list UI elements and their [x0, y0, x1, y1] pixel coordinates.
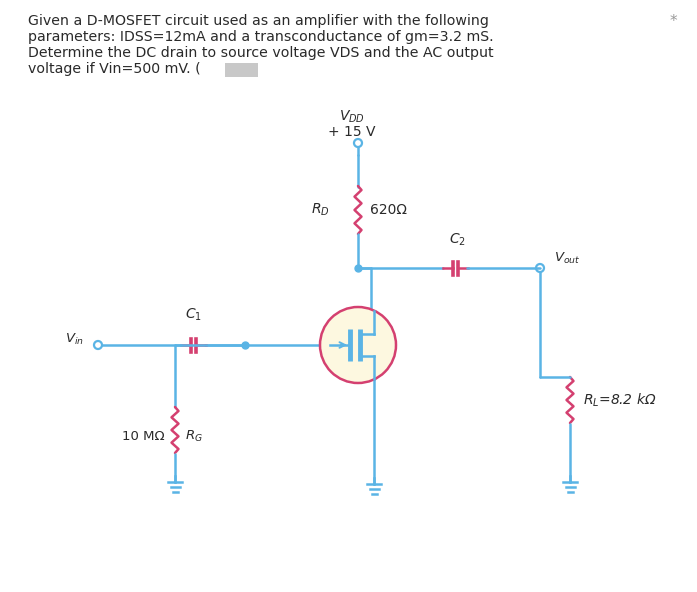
Circle shape [320, 307, 396, 383]
Text: voltage if Vin=500 mV. (: voltage if Vin=500 mV. ( [28, 62, 201, 76]
Text: + 15 V: + 15 V [328, 125, 376, 139]
Text: $C_1$: $C_1$ [185, 307, 201, 323]
Text: 10 MΩ: 10 MΩ [123, 430, 165, 442]
Text: *: * [670, 14, 677, 29]
Bar [225, 63, 258, 77]
Text: $V_{DD}$: $V_{DD}$ [339, 108, 365, 125]
Text: Given a D-MOSFET circuit used as an amplifier with the following: Given a D-MOSFET circuit used as an ampl… [28, 14, 489, 28]
Text: $R_D$: $R_D$ [312, 202, 330, 218]
Text: Determine the DC drain to source voltage VDS and the AC output: Determine the DC drain to source voltage… [28, 46, 493, 60]
Text: 620Ω: 620Ω [370, 203, 407, 217]
Text: $V_{in}$: $V_{in}$ [65, 332, 84, 346]
Text: $V_{out}$: $V_{out}$ [554, 250, 581, 266]
Text: parameters: IDSS=12mA and a transconductance of gm=3.2 mS.: parameters: IDSS=12mA and a transconduct… [28, 30, 493, 44]
Text: $R_G$: $R_G$ [185, 429, 203, 443]
Text: $C_2$: $C_2$ [449, 231, 466, 248]
Text: $R_L$=8.2 kΩ: $R_L$=8.2 kΩ [583, 391, 657, 408]
